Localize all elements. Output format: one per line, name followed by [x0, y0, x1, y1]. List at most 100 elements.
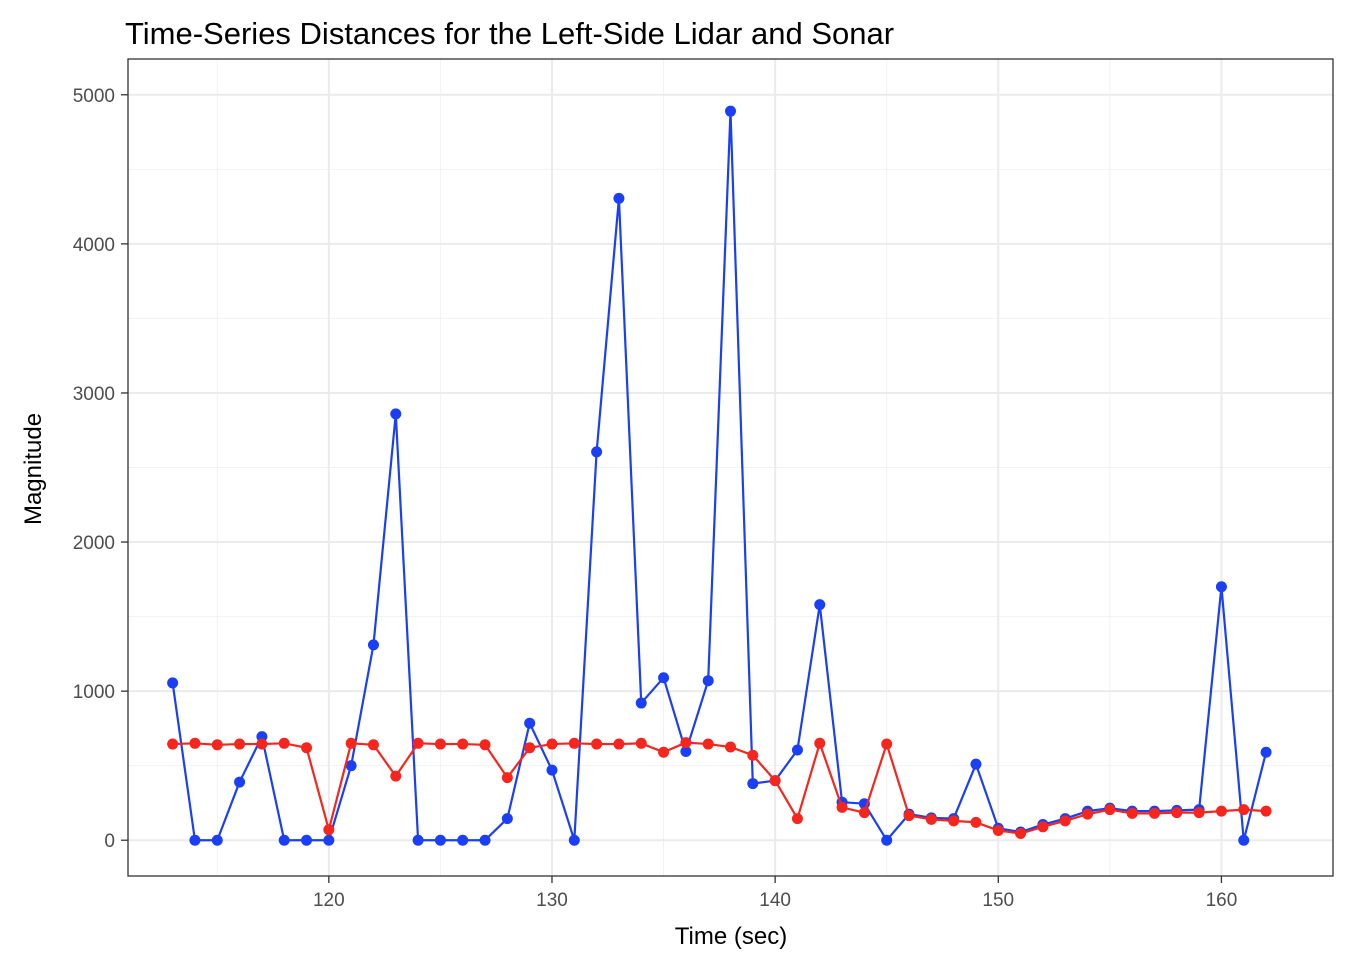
data-point [613, 192, 625, 204]
data-point [680, 746, 692, 758]
data-point [167, 677, 179, 689]
data-point [1037, 821, 1049, 833]
data-point [390, 408, 402, 420]
data-point [412, 834, 424, 846]
data-point [524, 717, 536, 729]
series-line [172, 741, 1267, 835]
data-point [1238, 834, 1250, 846]
data-point [725, 741, 736, 753]
data-point [457, 738, 469, 750]
data-point [814, 599, 826, 611]
y-tick-label: 2000 [73, 533, 115, 554]
data-point [658, 746, 670, 758]
data-point [457, 834, 469, 846]
data-point [189, 834, 201, 846]
y-tick-label: 1000 [73, 682, 115, 703]
data-point [925, 813, 937, 825]
data-point [390, 770, 402, 782]
data-point [658, 672, 670, 684]
data-point [1193, 807, 1205, 819]
data-point [613, 738, 625, 750]
data-point [948, 815, 960, 827]
data-point [680, 737, 692, 749]
data-point [278, 834, 290, 846]
data-point [367, 739, 379, 751]
data-point [791, 813, 803, 825]
data-point [501, 772, 513, 784]
data-point [546, 764, 558, 776]
data-point [970, 758, 982, 770]
data-point [858, 807, 870, 819]
data-point [702, 738, 714, 750]
data-point [211, 834, 223, 846]
x-tick-label: 130 [536, 890, 568, 911]
data-point [345, 760, 357, 772]
data-point [903, 810, 915, 822]
data-point [278, 737, 290, 749]
data-point [881, 738, 893, 750]
data-point [189, 737, 201, 749]
data-point [501, 813, 513, 825]
data-point [881, 834, 893, 846]
series-line [171, 110, 1268, 842]
data-point [1238, 804, 1250, 816]
data-point [256, 738, 268, 750]
data-point [836, 801, 848, 813]
y-axis-label: Magnitude [20, 413, 47, 525]
data-point [1215, 581, 1227, 593]
data-point [591, 738, 603, 750]
data-point [211, 739, 223, 751]
data-point [1148, 807, 1160, 819]
data-point [791, 744, 803, 756]
data-point [1104, 804, 1116, 816]
data-point [970, 816, 982, 828]
y-tick-label: 3000 [73, 384, 115, 405]
data-point [323, 824, 335, 836]
data-point [1260, 746, 1272, 758]
chart-title: Time-Series Distances for the Left-Side … [125, 16, 894, 51]
data-point [524, 742, 536, 754]
data-point [635, 697, 647, 709]
data-point [301, 834, 313, 846]
data-point [568, 737, 580, 749]
data-point [747, 778, 759, 790]
x-tick-label: 150 [982, 890, 1014, 911]
data-point [769, 775, 781, 787]
data-point [234, 776, 246, 788]
data-point [434, 834, 446, 846]
y-tick-label: 5000 [73, 86, 115, 107]
data-point [747, 749, 759, 761]
series-2 [167, 737, 1272, 840]
data-point [1260, 805, 1272, 817]
data-point [367, 639, 379, 651]
data-point [1015, 828, 1027, 840]
series-1 [167, 105, 1272, 846]
data-point [1126, 807, 1138, 819]
data-point [1059, 815, 1071, 827]
data-point [323, 834, 335, 846]
data-point [1215, 805, 1227, 817]
data-point [345, 737, 357, 749]
data-point [1171, 807, 1183, 819]
x-tick-label: 120 [313, 890, 345, 911]
data-point [635, 737, 647, 749]
data-point [568, 834, 580, 846]
y-tick-label: 0 [104, 831, 115, 852]
x-tick-label: 160 [1206, 890, 1238, 911]
data-point [234, 738, 246, 750]
data-point [702, 675, 714, 687]
x-tick-label: 140 [759, 890, 791, 911]
axis-ticks: 120 130 140 150 160 0 1000 2000 3000 4000 5000 [73, 86, 1238, 911]
data-point [546, 738, 558, 750]
data-point [434, 738, 446, 750]
y-tick-label: 4000 [73, 235, 115, 256]
data-point [479, 834, 491, 846]
series-layer [167, 105, 1272, 846]
data-point [412, 737, 424, 749]
data-point [167, 738, 179, 750]
plot-border [127, 58, 1334, 877]
data-point [591, 446, 603, 458]
data-point [479, 739, 491, 751]
